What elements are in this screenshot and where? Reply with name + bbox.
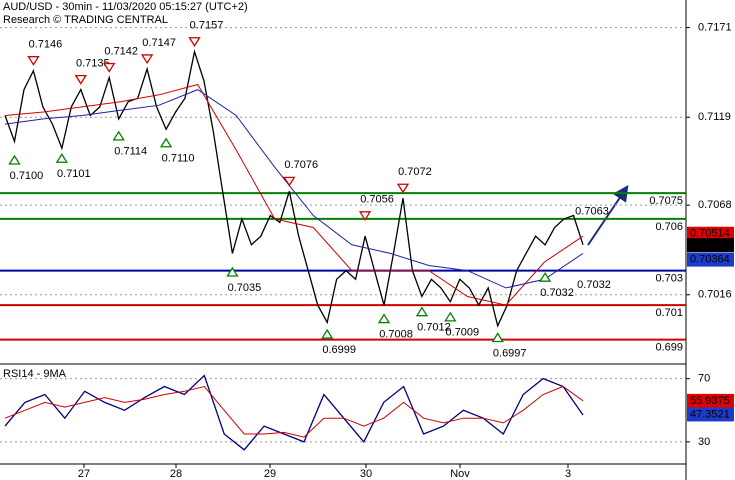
price-tag xyxy=(687,407,734,422)
high-marker xyxy=(283,176,296,187)
level-label: 0.7075 xyxy=(649,195,683,207)
price-tag-label: 47.3521 xyxy=(690,408,730,420)
high-marker xyxy=(396,183,410,194)
price-tag xyxy=(687,238,734,253)
forecast-arrow xyxy=(587,185,629,246)
annotation-label: 0.6999 xyxy=(322,344,356,356)
annotation-label: 0.7135 xyxy=(76,58,110,70)
level-label: 0.699 xyxy=(655,341,683,353)
series-line xyxy=(4,385,584,438)
annotation-label: 0.7147 xyxy=(142,37,176,49)
annotation-label: 0.7076 xyxy=(284,159,318,171)
y-tick-label: 0.7068 xyxy=(698,199,732,211)
annotation-label: 0.7157 xyxy=(190,20,224,32)
price-tag-label: 0.70514 xyxy=(690,228,730,240)
x-tick-label: 29 xyxy=(264,468,276,480)
annotation-label: 0.7114 xyxy=(114,146,147,158)
y-tick-label: 0.7171 xyxy=(698,21,732,33)
price-tag xyxy=(687,226,734,241)
series-line xyxy=(4,89,584,289)
price-tag xyxy=(687,393,734,408)
high-marker xyxy=(74,74,87,85)
x-tick-label: 28 xyxy=(170,468,182,480)
annotation-label: 0.7110 xyxy=(162,153,195,165)
low-marker xyxy=(377,313,391,324)
low-marker xyxy=(320,328,334,339)
series-line xyxy=(4,83,584,306)
low-marker xyxy=(491,332,504,343)
annotation-label: 0.7142 xyxy=(104,45,138,57)
low-marker xyxy=(159,137,173,148)
level-label: 0.703 xyxy=(655,273,683,285)
annotation-label: 0.7056 xyxy=(360,194,394,206)
low-marker xyxy=(444,311,457,322)
high-marker xyxy=(358,211,372,222)
annotation-label: 0.7072 xyxy=(398,166,432,178)
level-label: 0.706 xyxy=(655,221,683,233)
high-marker xyxy=(103,62,116,73)
annotation-label: 0.7009 xyxy=(446,327,480,339)
annotation-label: 0.7008 xyxy=(379,328,413,340)
annotation-label: 0.7063 xyxy=(575,206,609,218)
series-line xyxy=(4,49,584,328)
y-tick-label: 0.7016 xyxy=(698,289,732,301)
low-marker xyxy=(112,130,125,141)
x-tick-label: 3 xyxy=(565,468,571,480)
x-tick-label: Nov xyxy=(450,468,470,480)
rsi-title: RSI14 - 9MA xyxy=(3,368,67,380)
low-marker xyxy=(8,154,21,165)
low-marker xyxy=(538,271,552,282)
y-tick-label: 0.7119 xyxy=(698,111,731,123)
low-marker xyxy=(55,153,69,163)
price-tag-label: 0.70448 xyxy=(690,239,730,251)
annotation-label: 0.7032 xyxy=(540,287,574,299)
x-tick-label: 30 xyxy=(360,468,372,480)
annotation-label: 0.7032 xyxy=(577,279,611,291)
price-tag-label: 0.70364 xyxy=(690,254,730,266)
annotation-label: 0.6997 xyxy=(493,347,527,359)
x-tick-label: 27 xyxy=(78,468,90,480)
annotation-label: 0.7146 xyxy=(29,39,63,51)
annotation-label: 0.7035 xyxy=(228,282,262,294)
high-marker xyxy=(188,37,201,47)
chart-subtitle: Research © TRADING CENTRAL xyxy=(3,14,168,26)
annotation-label: 0.7101 xyxy=(57,168,91,180)
high-marker xyxy=(27,56,40,66)
price-tag xyxy=(687,252,734,267)
high-marker xyxy=(140,54,154,65)
price-tag-label: 55.9375 xyxy=(690,395,730,407)
low-marker xyxy=(415,306,429,317)
y-tick-label: 30 xyxy=(698,436,710,448)
series-line xyxy=(4,374,584,451)
chart-title: AUD/USD - 30min - 11/03/2020 05:15:27 (U… xyxy=(3,1,248,13)
y-tick-label: 70 xyxy=(698,373,710,385)
low-marker xyxy=(226,266,239,277)
annotation-label: 0.7100 xyxy=(10,170,44,182)
level-label: 0.701 xyxy=(655,307,683,319)
annotation-label: 0.7012 xyxy=(417,322,451,334)
